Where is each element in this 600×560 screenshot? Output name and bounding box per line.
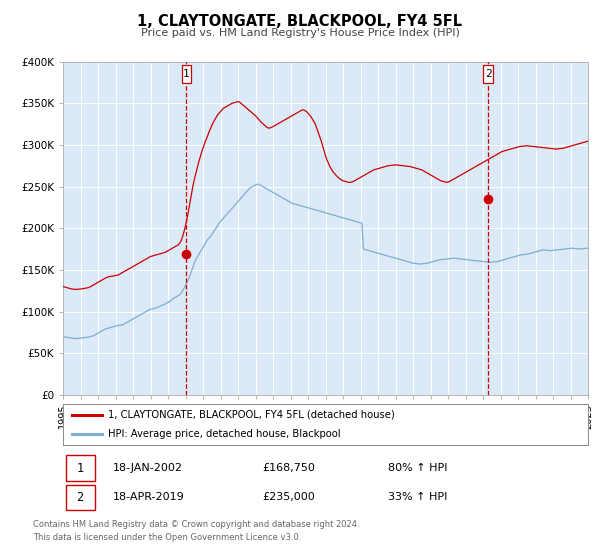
Text: Contains HM Land Registry data © Crown copyright and database right 2024.: Contains HM Land Registry data © Crown c… (33, 520, 359, 529)
Text: 2: 2 (485, 69, 491, 79)
Bar (182, 65, 191, 83)
Bar (483, 65, 493, 83)
Bar (65, 455, 95, 480)
Text: This data is licensed under the Open Government Licence v3.0.: This data is licensed under the Open Gov… (33, 533, 301, 542)
Text: 18-APR-2019: 18-APR-2019 (113, 492, 185, 502)
Text: £168,750: £168,750 (263, 463, 316, 473)
Text: 18-JAN-2002: 18-JAN-2002 (113, 463, 183, 473)
Text: £235,000: £235,000 (263, 492, 315, 502)
Text: HPI: Average price, detached house, Blackpool: HPI: Average price, detached house, Blac… (107, 429, 340, 438)
Text: 1, CLAYTONGATE, BLACKPOOL, FY4 5FL: 1, CLAYTONGATE, BLACKPOOL, FY4 5FL (137, 14, 463, 29)
Text: 80% ↑ HPI: 80% ↑ HPI (389, 463, 448, 473)
Bar (65, 485, 95, 510)
Text: 1: 1 (183, 69, 190, 79)
Text: 2: 2 (77, 491, 83, 504)
Text: 1, CLAYTONGATE, BLACKPOOL, FY4 5FL (detached house): 1, CLAYTONGATE, BLACKPOOL, FY4 5FL (deta… (107, 409, 394, 419)
Text: Price paid vs. HM Land Registry's House Price Index (HPI): Price paid vs. HM Land Registry's House … (140, 28, 460, 38)
Text: 1: 1 (77, 461, 83, 474)
Text: 33% ↑ HPI: 33% ↑ HPI (389, 492, 448, 502)
